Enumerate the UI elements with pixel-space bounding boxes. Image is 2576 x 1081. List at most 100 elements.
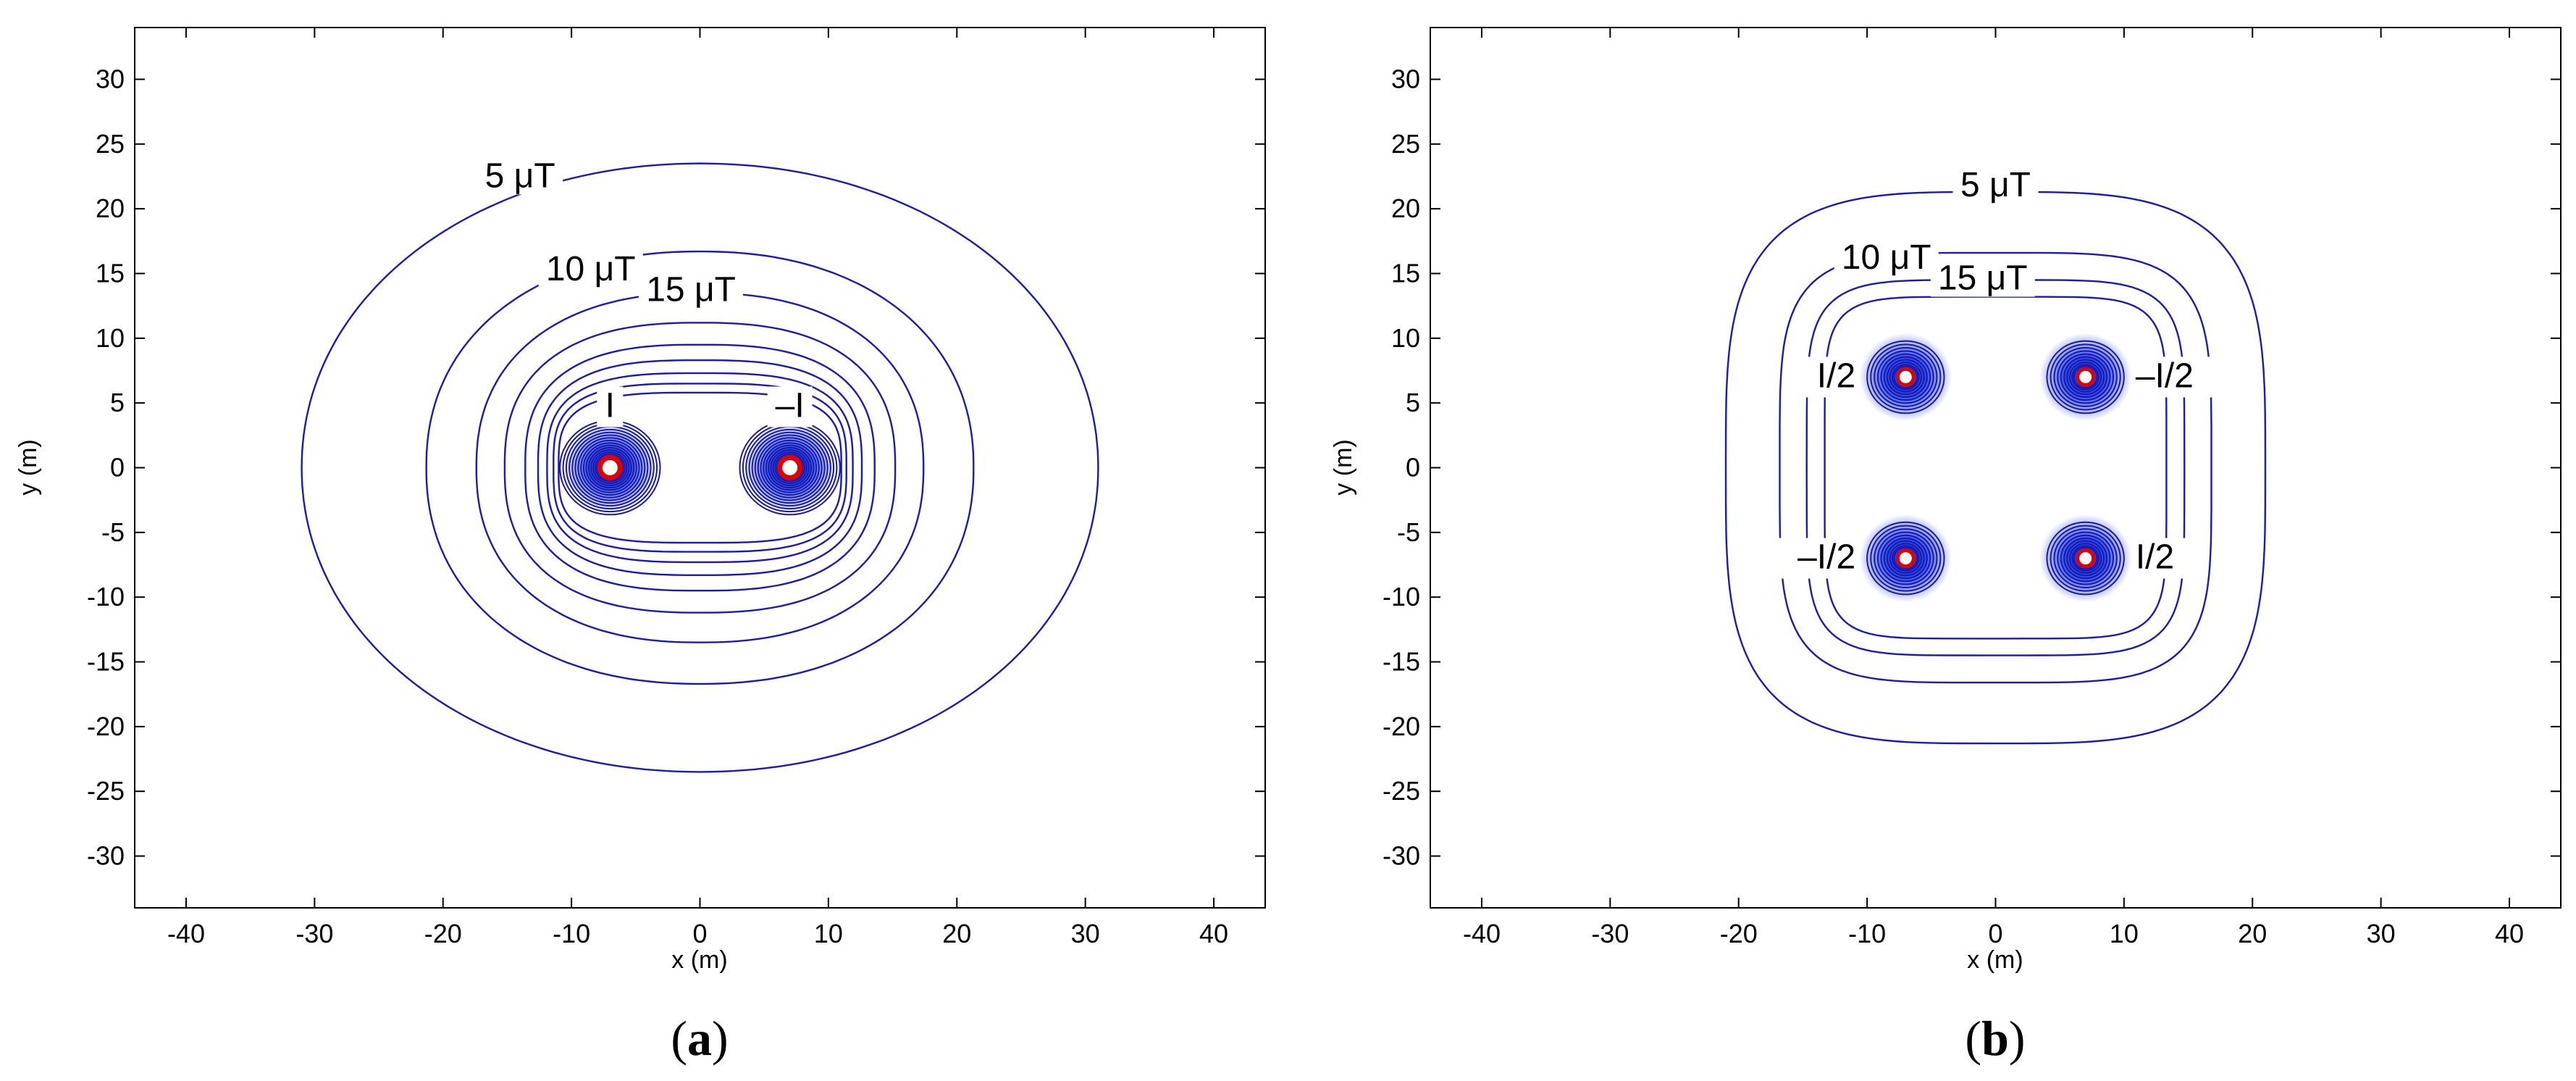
- field-ring: [2046, 521, 2125, 596]
- contour-level-label: 10 μT: [546, 250, 636, 288]
- contour-line: [1779, 251, 2212, 684]
- field-ring: [585, 444, 635, 491]
- field-ring: [2063, 356, 2108, 398]
- y-tick-label: 5: [1406, 388, 1420, 417]
- contour-level-label: 15 μT: [646, 271, 736, 309]
- current-label-bg: [597, 386, 624, 427]
- current-source: [2039, 514, 2132, 603]
- current-label: –I/2: [1797, 538, 1855, 577]
- panel-a: -40 -30 -20 -10 0 10 20 30 40 30 25 20 15 10 5 0 -5 -10 -1…: [14, 27, 1266, 1066]
- contour-line: [1805, 279, 2186, 656]
- field-ring: [1880, 353, 1931, 401]
- contour-label-bg: [477, 158, 563, 195]
- contour-line: [1824, 296, 2168, 640]
- y-tick-label: -20: [1383, 711, 1420, 741]
- axis-ticks: -40 -30 -20 -10 0 10 20 30 40 30 25 20 15 10 5 0 -5 -10 -1…: [1383, 28, 2561, 948]
- contour-label-bg: [639, 272, 744, 309]
- plot-frame: [1430, 27, 2562, 909]
- y-tick-label: -10: [1383, 582, 1420, 612]
- field-ring: [2046, 340, 2125, 414]
- current-labels: I/2 –I/2 –I/2 I/2: [1773, 356, 2218, 579]
- field-ring: [754, 434, 826, 501]
- current-label-bg: [2135, 356, 2218, 398]
- field-ring: [592, 451, 628, 485]
- y-tick-label: 15: [96, 258, 125, 288]
- current-label-bg: [767, 386, 813, 427]
- x-tick-label: -30: [1591, 919, 1629, 948]
- field-ring: [1891, 364, 1920, 391]
- field-ring: [774, 453, 805, 483]
- field-ring: [748, 428, 831, 507]
- y-tick-label: 30: [1391, 64, 1420, 93]
- x-tick-label: 30: [1071, 919, 1100, 948]
- x-tick-label: 0: [1988, 919, 2002, 948]
- field-ring: [571, 431, 649, 504]
- y-tick-label: 30: [96, 64, 125, 93]
- y-tick-label: -15: [87, 647, 125, 677]
- current-label-bg: [2135, 538, 2199, 579]
- field-ring: [770, 448, 810, 487]
- field-ring: [2060, 534, 2111, 583]
- y-tick-label: -10: [87, 582, 125, 612]
- current-label-bg: [1792, 356, 1856, 398]
- current-source: [739, 420, 841, 516]
- x-tick-label: 40: [2495, 919, 2524, 948]
- y-tick-label: -5: [1397, 517, 1420, 547]
- field-ring: [2057, 350, 2115, 404]
- contour-level-label: 5 μT: [485, 156, 555, 195]
- current-source: [1859, 333, 1952, 422]
- current-source: [559, 420, 661, 516]
- field-ring: [1883, 356, 1928, 398]
- field-ring: [1866, 340, 1945, 414]
- contour-level-label: 15 μT: [1938, 259, 2028, 298]
- current-label: I/2: [1817, 356, 1855, 395]
- y-axis-label: y (m): [14, 439, 42, 495]
- y-tick-label: -15: [1383, 647, 1420, 677]
- current-source: [2039, 333, 2132, 422]
- x-tick-label: -20: [424, 919, 462, 948]
- x-tick-label: -10: [1848, 919, 1886, 948]
- x-axis-label: x (m): [1967, 946, 2023, 974]
- contour-line: [301, 162, 1099, 773]
- contour-level-label: 5 μT: [1960, 166, 2031, 204]
- current-sources: [559, 420, 841, 516]
- x-tick-label: 10: [2110, 919, 2139, 948]
- source-core: [777, 455, 803, 480]
- contour-line: [537, 359, 863, 576]
- y-tick-label: -20: [87, 711, 125, 741]
- field-ring: [1883, 537, 1928, 580]
- field-ring: [760, 439, 820, 496]
- field-ring: [574, 434, 646, 501]
- plot-frame: [134, 27, 1266, 909]
- field-ring: [1874, 346, 1938, 407]
- y-tick-label: 0: [110, 453, 125, 483]
- x-tick-label: 20: [2238, 919, 2267, 948]
- field-ring: [1880, 534, 1931, 583]
- field-ring: [595, 453, 626, 483]
- y-tick-label: 10: [96, 323, 125, 353]
- current-label: –I: [776, 387, 805, 425]
- field-ring: [2053, 528, 2118, 589]
- current-label: –I/2: [2136, 356, 2194, 395]
- field-ring: [1870, 525, 1942, 592]
- field-ring: [1876, 531, 1934, 585]
- y-tick-label: 10: [1391, 323, 1420, 353]
- y-tick-label: 25: [1391, 129, 1420, 159]
- x-tick-label: -40: [1463, 919, 1501, 948]
- field-ring: [1893, 365, 1918, 389]
- field-ring: [772, 451, 807, 485]
- source-core: [2076, 367, 2096, 387]
- contour-line: [524, 343, 876, 592]
- field-ring: [1876, 350, 1934, 404]
- source-core: [2076, 548, 2096, 569]
- contour-line: [475, 292, 925, 643]
- current-labels: I –I: [597, 386, 813, 427]
- field-ring: [1870, 343, 1942, 411]
- x-axis-label: x (m): [671, 946, 727, 974]
- panel-b: -40 -30 -20 -10 0 10 20 30 40 30 25 20 15 10 5 0 -5 -10 -1…: [1330, 27, 2562, 1066]
- contour-line: [546, 372, 854, 564]
- field-ring: [751, 431, 828, 504]
- field-ring: [580, 439, 640, 496]
